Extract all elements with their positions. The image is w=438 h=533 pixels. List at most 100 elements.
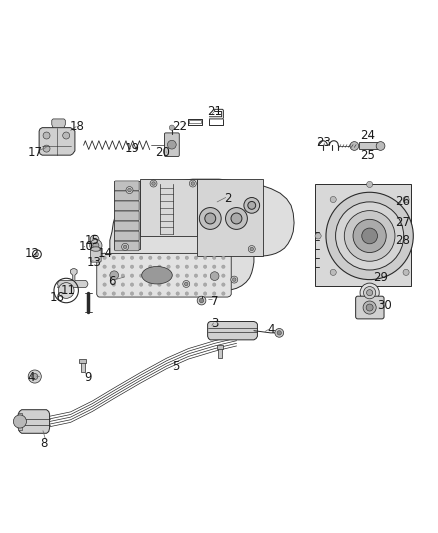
Circle shape [222,274,225,277]
Circle shape [124,245,127,248]
Polygon shape [315,183,411,286]
Text: 4: 4 [268,324,275,336]
Circle shape [121,283,125,286]
Text: 19: 19 [124,142,139,155]
Text: 13: 13 [87,256,102,269]
Polygon shape [57,269,88,287]
Circle shape [32,374,38,379]
Circle shape [350,142,359,150]
Circle shape [167,256,170,260]
Circle shape [222,292,225,295]
Circle shape [139,256,143,260]
Polygon shape [141,179,197,236]
Circle shape [176,292,180,295]
Text: 16: 16 [50,290,65,304]
Circle shape [191,182,194,185]
Circle shape [275,328,284,337]
Circle shape [158,274,161,277]
Circle shape [367,181,373,188]
Circle shape [360,283,379,302]
Circle shape [315,233,321,239]
Circle shape [110,271,119,280]
Circle shape [233,278,236,281]
Circle shape [130,274,134,277]
Circle shape [126,187,133,193]
Circle shape [167,140,176,149]
Circle shape [367,289,373,296]
Polygon shape [18,413,21,430]
Circle shape [152,182,155,185]
Polygon shape [18,410,49,433]
Ellipse shape [142,266,172,284]
Circle shape [344,211,395,261]
Polygon shape [218,348,222,358]
Circle shape [330,197,336,203]
Text: 24: 24 [360,129,375,142]
Circle shape [183,280,190,287]
Circle shape [176,283,180,286]
Polygon shape [359,142,381,149]
Circle shape [43,145,50,152]
Ellipse shape [91,247,101,251]
Text: 22: 22 [172,120,187,133]
Polygon shape [114,181,141,249]
Circle shape [158,265,161,269]
FancyBboxPatch shape [115,221,139,231]
Circle shape [250,247,254,251]
Circle shape [112,256,116,260]
Polygon shape [39,128,75,155]
Circle shape [121,292,125,295]
Text: 6: 6 [108,275,116,288]
Circle shape [184,282,188,286]
Circle shape [112,265,116,269]
Circle shape [194,265,198,269]
Polygon shape [91,249,101,262]
Text: 15: 15 [85,234,100,247]
Circle shape [150,180,157,187]
Circle shape [363,301,376,314]
Text: 26: 26 [395,195,410,207]
Text: 11: 11 [61,284,76,297]
Circle shape [93,243,99,248]
Text: 3: 3 [211,317,218,330]
Text: 10: 10 [78,240,93,253]
Circle shape [222,265,225,269]
Circle shape [222,256,225,260]
Circle shape [353,220,386,253]
Circle shape [165,142,170,148]
FancyBboxPatch shape [164,133,179,157]
Circle shape [176,265,180,269]
Circle shape [203,292,207,295]
FancyBboxPatch shape [115,241,139,251]
Circle shape [28,370,41,383]
Circle shape [362,228,378,244]
Circle shape [90,235,99,244]
Polygon shape [197,179,263,256]
Polygon shape [217,345,223,349]
Circle shape [63,132,70,139]
Circle shape [194,256,198,260]
Polygon shape [81,362,85,372]
Polygon shape [79,359,86,362]
Circle shape [203,283,207,286]
Circle shape [103,265,106,269]
Text: 21: 21 [207,105,222,118]
Text: 27: 27 [395,216,410,229]
Circle shape [336,202,404,270]
FancyBboxPatch shape [115,201,139,211]
Circle shape [103,274,106,277]
Circle shape [366,304,373,311]
Circle shape [226,207,247,229]
Circle shape [364,287,376,299]
Circle shape [103,292,106,295]
Circle shape [199,298,204,303]
Circle shape [248,246,255,253]
Text: 17: 17 [28,147,43,159]
Circle shape [167,274,170,277]
Circle shape [167,265,170,269]
Text: 20: 20 [155,147,170,159]
Text: 29: 29 [373,271,388,284]
Text: 14: 14 [98,247,113,260]
FancyBboxPatch shape [115,191,139,200]
Text: 25: 25 [360,149,375,161]
